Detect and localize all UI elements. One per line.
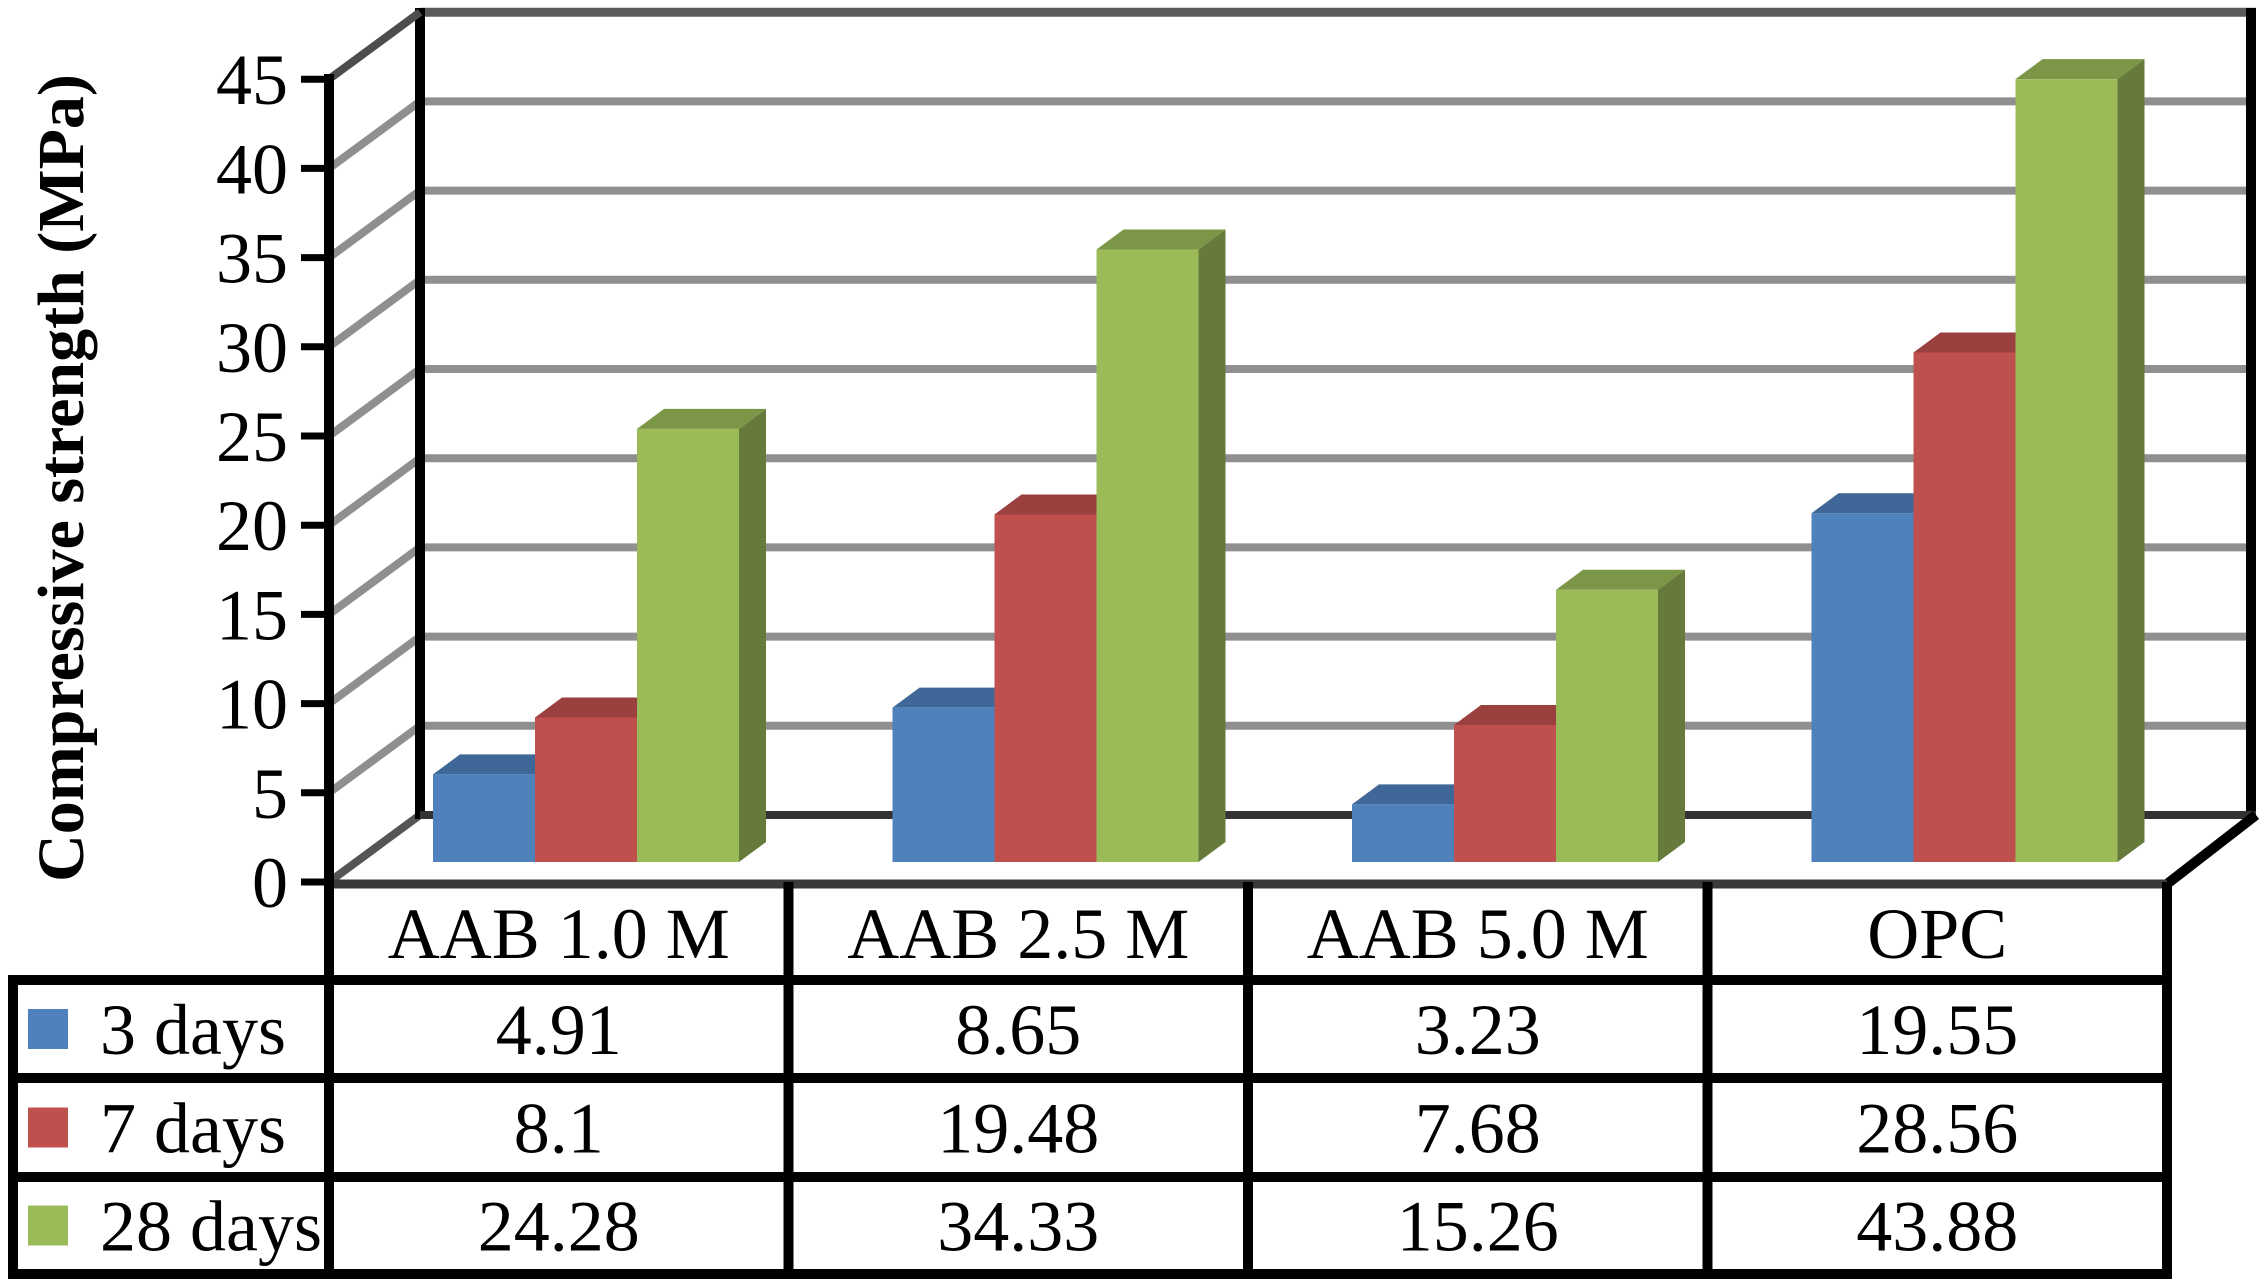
category-header: AAB 2.5 M [847,894,1189,974]
y-tick-label: 15 [216,575,288,655]
legend-swatch-28days [28,1205,68,1246]
gridline-connector [326,454,423,529]
bar-top-3days-1 [433,754,562,775]
bar-side-28days-4 [2117,59,2145,863]
table-cell-value: 43.88 [1856,1187,2018,1267]
table-cell-value: 7.68 [1415,1089,1541,1169]
table-cell-value: 3.23 [1415,990,1541,1070]
y-tick-label: 30 [216,308,288,388]
y-tick-label: 35 [216,219,288,299]
legend-label: 7 days [100,1089,286,1169]
gridline-connector [326,544,423,618]
gridline-connector [326,276,423,351]
legend-label: 28 days [100,1187,322,1267]
gridline-connector [326,633,423,707]
legend-swatch-3days [28,1009,68,1049]
legend-swatch-7days [28,1107,68,1148]
bar-28days-OPC [2015,79,2118,863]
floor-left-edge [326,811,423,886]
bar-side-28days-1 [739,408,766,862]
bar-top-7days-1 [535,697,664,718]
bar-3days-AAB5.0M [1352,804,1454,862]
gridline-connector [326,722,423,797]
table-cell-value: 19.48 [937,1089,1099,1169]
table-cell-value: 24.28 [478,1187,640,1267]
bar-3days-AAB1.0M [433,774,535,862]
y-tick-label: 5 [252,754,288,834]
category-header: OPC [1867,894,2007,974]
bar-7days-AAB5.0M [1454,724,1556,862]
category-header: AAB 5.0 M [1307,894,1649,974]
table-cell-value: 28.56 [1856,1089,2018,1169]
table-cell-value: 8.1 [514,1089,604,1169]
gridline-connector [326,187,423,261]
y-tick-label: 0 [252,843,288,923]
bar-top-28days-1 [637,408,766,429]
bar-side-28days-2 [1198,229,1226,862]
bar-top-7days-4 [1913,332,2043,353]
y-tick-label: 25 [216,397,288,477]
y-tick-label: 45 [216,40,288,120]
bar-7days-AAB2.5M [994,514,1097,862]
top-left-edge [326,8,423,83]
bar-side-28days-3 [1658,569,1685,862]
table-cell-value: 34.33 [937,1187,1099,1267]
gridline-connector [326,98,423,172]
category-header: AAB 1.0 M [388,894,730,974]
y-tick-label: 20 [216,486,288,566]
bar-3days-OPC [1811,513,1914,862]
bar-top-7days-3 [1454,704,1583,725]
y-tick-label: 10 [216,665,288,745]
legend-label: 3 days [100,990,286,1070]
table-cell-value: 4.91 [496,990,622,1070]
y-tick-label: 40 [216,129,288,209]
bar-28days-AAB1.0M [637,428,739,862]
bar-7days-AAB1.0M [535,717,637,862]
bar-top-28days-2 [1096,229,1226,250]
gridline-connector [326,365,423,440]
bar-top-28days-3 [1556,569,1685,590]
floor-right-edge [2163,811,2260,888]
bar-top-28days-4 [2015,59,2145,80]
bar-28days-AAB2.5M [1096,249,1199,862]
bar-top-3days-4 [1811,493,1941,514]
bar-7days-OPC [1913,352,2016,862]
table-cell-value: 8.65 [955,990,1081,1070]
bar-top-3days-2 [892,687,1022,708]
bar-28days-AAB5.0M [1556,589,1658,862]
table-cell-value: 19.55 [1856,990,2018,1070]
bar-3days-AAB2.5M [892,707,995,862]
bar-top-7days-2 [994,494,1124,515]
table-cell-value: 15.26 [1397,1187,1559,1267]
bar-top-3days-3 [1352,784,1481,805]
